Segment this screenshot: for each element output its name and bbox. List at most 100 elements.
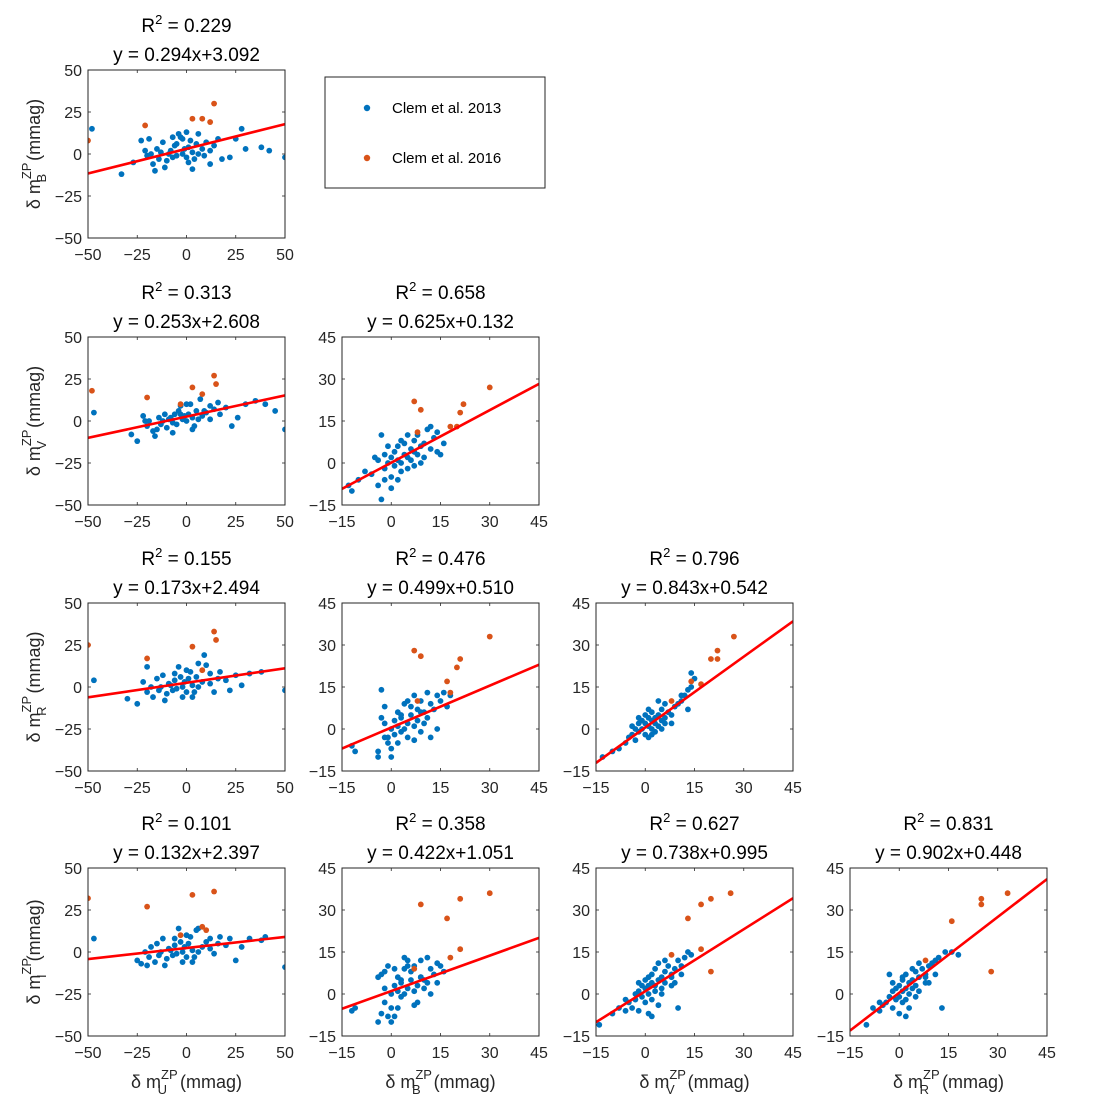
point-clem-2013 xyxy=(411,692,418,699)
point-clem-2013 xyxy=(388,754,395,760)
label-superscript: ZP xyxy=(19,958,34,975)
point-clem-2013 xyxy=(128,431,135,438)
point-clem-2013 xyxy=(424,979,431,986)
point-clem-2013 xyxy=(688,951,695,958)
point-clem-2013 xyxy=(391,462,398,469)
y-tick-label: −50 xyxy=(55,764,82,781)
point-clem-2013 xyxy=(195,416,202,423)
point-clem-2013 xyxy=(427,446,434,452)
point-clem-2013 xyxy=(177,939,184,945)
x-tick-label: 15 xyxy=(432,1045,450,1062)
point-clem-2013 xyxy=(223,677,229,684)
point-clem-2013 xyxy=(207,945,214,952)
regression-line xyxy=(88,394,285,440)
panel-title-r2: R2 = 0.101 xyxy=(141,810,231,835)
point-clem-2013 xyxy=(932,957,939,964)
point-clem-2013 xyxy=(189,682,196,689)
point-clem-2013 xyxy=(398,437,404,444)
point-clem-2013 xyxy=(352,1005,359,1011)
y-tick-label: −50 xyxy=(55,1029,82,1046)
point-clem-2013 xyxy=(375,754,382,760)
point-clem-2016 xyxy=(457,409,464,416)
point-clem-2016 xyxy=(411,398,418,405)
point-clem-2013 xyxy=(870,1005,876,1011)
x-axis-label-col-2: δ mZP V (mmag) xyxy=(639,1067,749,1097)
point-clem-2016 xyxy=(668,951,675,958)
point-clem-2013 xyxy=(417,957,424,964)
r2-letter: R xyxy=(649,814,663,835)
point-clem-2013 xyxy=(889,979,896,986)
point-clem-2013 xyxy=(388,474,395,480)
label-units: (mmag) xyxy=(24,631,44,698)
point-clem-2013 xyxy=(154,146,160,152)
label-units: (mmag) xyxy=(937,1072,1004,1092)
point-clem-2013 xyxy=(648,1013,655,1020)
point-clem-2016 xyxy=(199,115,206,122)
point-clem-2013 xyxy=(189,166,196,173)
label-subscript: B xyxy=(34,174,49,183)
point-clem-2013 xyxy=(434,448,441,455)
x-tick-label: 45 xyxy=(1038,1045,1056,1062)
axes-box xyxy=(595,867,794,1037)
x-tick-label: 25 xyxy=(227,780,245,797)
point-clem-2016 xyxy=(460,401,467,408)
point-clem-2016 xyxy=(177,932,184,939)
point-clem-2013 xyxy=(662,957,668,964)
point-clem-2013 xyxy=(939,1005,945,1011)
point-clem-2013 xyxy=(391,965,398,972)
point-clem-2013 xyxy=(189,694,196,700)
panel-background xyxy=(342,603,539,771)
point-clem-2013 xyxy=(662,714,668,721)
x-tick-label: 25 xyxy=(227,514,245,531)
panel-title-equation: y = 0.173x+2.494 xyxy=(113,578,260,599)
point-clem-2013 xyxy=(215,399,221,406)
r2-letter: R xyxy=(141,16,155,37)
point-clem-2013 xyxy=(207,416,214,423)
r2-letter: R xyxy=(903,814,917,835)
y-tick-label: −15 xyxy=(817,1029,844,1046)
point-clem-2013 xyxy=(401,954,408,961)
point-clem-2013 xyxy=(150,694,156,700)
point-clem-2013 xyxy=(348,488,355,494)
point-clem-2013 xyxy=(876,999,883,1006)
x-tick-label: −50 xyxy=(74,780,101,797)
y-tick-label: 15 xyxy=(318,414,336,431)
point-clem-2013 xyxy=(179,684,186,690)
x-tick-label: 15 xyxy=(686,1045,704,1062)
point-clem-2016 xyxy=(685,915,691,922)
point-clem-2013 xyxy=(902,1013,909,1020)
scatter-panel-1-1: −15 0 15 30 45 −15 0 15 30 45 R2 = 0.658 y = 0.625x… xyxy=(309,279,548,531)
point-clem-2013 xyxy=(919,965,926,972)
point-clem-2016 xyxy=(486,384,493,391)
r2-value: = 0.627 xyxy=(670,814,739,835)
point-clem-2016 xyxy=(417,653,424,660)
y-tick-label: 15 xyxy=(572,945,590,962)
y-tick-label: 45 xyxy=(318,861,336,878)
point-clem-2013 xyxy=(863,1021,870,1028)
point-clem-2013 xyxy=(381,720,388,727)
point-clem-2013 xyxy=(417,728,424,735)
point-clem-2013 xyxy=(404,734,411,741)
point-clem-2013 xyxy=(658,991,665,997)
point-clem-2013 xyxy=(378,496,385,503)
label-units: (mmag) xyxy=(24,99,44,166)
point-clem-2013 xyxy=(404,432,411,438)
point-clem-2013 xyxy=(161,962,168,969)
point-clem-2013 xyxy=(195,684,202,690)
point-clem-2013 xyxy=(352,748,359,755)
y-tick-label: −50 xyxy=(55,498,82,515)
point-clem-2016 xyxy=(457,946,464,953)
x-axis-label-col-1: δ mZP B (mmag) xyxy=(385,1067,495,1097)
point-clem-2013 xyxy=(394,1005,401,1011)
point-clem-2013 xyxy=(375,1019,382,1025)
point-clem-2016 xyxy=(199,391,206,398)
regression-line xyxy=(88,122,285,175)
point-clem-2013 xyxy=(440,440,447,447)
point-clem-2016 xyxy=(88,895,91,902)
point-clem-2013 xyxy=(207,161,214,167)
x-tick-label: 30 xyxy=(735,1045,753,1062)
point-clem-2013 xyxy=(173,152,180,159)
r2-letter: R xyxy=(395,549,409,570)
panel-title-equation: y = 0.625x+0.132 xyxy=(367,312,514,333)
point-clem-2016 xyxy=(211,100,217,107)
